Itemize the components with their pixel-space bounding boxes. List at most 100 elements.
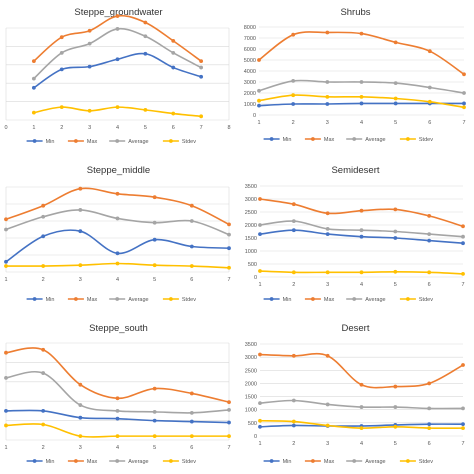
legend-marker-max <box>74 297 78 301</box>
chart-steppe-south: Steppe_south 1 2 3 4 5 6 7 Min Max Average Stdev <box>0 316 237 474</box>
point-min <box>325 102 330 106</box>
legend-label-max: Max <box>87 459 98 465</box>
point-average <box>257 88 261 93</box>
x-tick-label: 2 <box>42 445 45 451</box>
x-tick-label: 6 <box>428 282 431 288</box>
point-min <box>31 85 36 90</box>
legend-label-stdev: Stdev <box>182 139 196 145</box>
x-tick-label: 2 <box>292 441 295 447</box>
point-average <box>189 410 194 415</box>
series-line-average <box>5 209 230 236</box>
legend-marker-average <box>115 459 120 463</box>
point-min <box>4 409 8 413</box>
point-average <box>258 223 262 227</box>
legend-label-average: Average <box>128 459 148 465</box>
point-average <box>115 409 120 413</box>
point-average <box>171 50 176 55</box>
point-average <box>427 406 432 411</box>
point-stdev <box>258 418 262 423</box>
x-tick-label: 4 <box>116 277 119 283</box>
point-max <box>78 186 83 191</box>
point-min <box>393 236 398 240</box>
point-min <box>462 101 466 106</box>
point-stdev <box>171 111 176 116</box>
point-stdev <box>4 423 8 428</box>
legend-marker-min <box>269 459 274 463</box>
point-stdev <box>427 99 432 104</box>
legend-marker-stdev <box>169 139 173 143</box>
y-tick-label: 1500 <box>245 395 257 401</box>
legend-label-max: Max <box>324 459 335 465</box>
chart-svg: Shrubs 0 1000 2000 3000 4000 5000 6000 7000 8000 1… <box>244 7 466 143</box>
point-min <box>227 420 231 425</box>
point-stdev <box>325 270 330 275</box>
x-tick-label: 1 <box>4 277 7 283</box>
point-min <box>199 74 204 79</box>
point-max <box>462 72 466 77</box>
legend-label-min: Min <box>46 459 55 465</box>
point-max <box>257 58 261 62</box>
point-min <box>461 241 465 246</box>
point-max <box>152 195 157 200</box>
point-average <box>199 65 204 70</box>
point-stdev <box>31 110 36 115</box>
x-tick-label: 4 <box>360 282 363 288</box>
x-tick-label: 5 <box>153 277 156 283</box>
y-tick-label: 1000 <box>244 102 256 108</box>
legend-label-stdev: Stdev <box>419 137 433 143</box>
x-tick-label: 1 <box>257 120 260 126</box>
point-max <box>31 59 36 64</box>
y-tick-label: 3000 <box>244 80 256 86</box>
point-max <box>41 203 46 208</box>
point-min <box>78 415 83 420</box>
point-stdev <box>393 96 398 101</box>
point-max <box>291 202 296 207</box>
x-tick-label: 4 <box>360 120 363 126</box>
point-max <box>87 28 92 33</box>
legend-marker-stdev <box>406 137 410 141</box>
legend-label-average: Average <box>365 137 385 143</box>
y-tick-label: 2000 <box>245 381 257 387</box>
point-min <box>291 423 296 428</box>
point-average <box>291 219 296 223</box>
point-min <box>59 67 64 72</box>
point-average <box>152 409 157 414</box>
point-average <box>227 408 231 412</box>
x-tick-label: 3 <box>79 445 82 451</box>
y-tick-label: 500 <box>248 421 257 427</box>
point-max <box>325 30 330 35</box>
point-average <box>393 81 398 85</box>
series-line-max <box>258 31 465 75</box>
legend-label-min: Min <box>46 297 55 303</box>
point-min <box>258 424 262 429</box>
y-tick-label: 1000 <box>245 408 257 414</box>
point-stdev <box>199 114 204 119</box>
legend-marker-min <box>32 139 37 143</box>
point-stdev <box>227 265 231 270</box>
point-max <box>325 211 330 216</box>
legend-label-average: Average <box>128 297 148 303</box>
point-min <box>4 259 8 264</box>
point-average <box>461 406 465 411</box>
x-tick-label: 7 <box>461 441 464 447</box>
point-min <box>152 237 157 242</box>
point-max <box>427 214 432 218</box>
legend-label-max: Max <box>87 297 98 303</box>
point-stdev <box>393 269 398 274</box>
point-average <box>258 401 262 406</box>
point-max <box>227 222 231 227</box>
legend-label-min: Min <box>283 137 292 143</box>
y-tick-label: 3000 <box>245 197 257 203</box>
point-average <box>87 41 92 46</box>
x-tick-label: 4 <box>116 445 119 451</box>
x-tick-label: 2 <box>60 125 63 131</box>
legend-marker-max <box>74 459 78 463</box>
point-average <box>227 232 231 237</box>
point-average <box>143 34 148 39</box>
chart-svg: Steppe_south 1 2 3 4 5 6 7 Min Max Average Stdev <box>4 323 231 465</box>
point-max <box>227 400 231 405</box>
x-tick-label: 1 <box>258 441 261 447</box>
y-tick-label: 2000 <box>245 223 257 229</box>
series-line-max <box>259 352 464 389</box>
legend-label-stdev: Stdev <box>419 459 433 465</box>
